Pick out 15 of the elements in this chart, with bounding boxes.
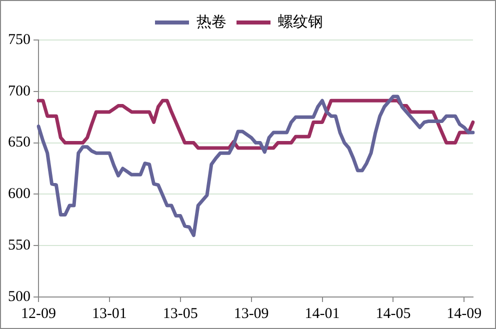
y-tick-label: 700 <box>8 83 30 100</box>
x-tick-label: 14-09 <box>446 306 482 322</box>
y-tick-label: 750 <box>8 32 30 48</box>
y-tick-label: 600 <box>8 186 30 202</box>
y-tick-label: 650 <box>8 134 30 151</box>
x-tick-label: 13-09 <box>234 306 269 322</box>
legend-label: 热卷 <box>196 12 226 30</box>
y-tick-label: 500 <box>8 288 30 305</box>
x-tick-label: 14-01 <box>304 306 340 322</box>
x-tick-label: 13-01 <box>92 306 127 322</box>
x-tick-label: 13-05 <box>162 306 198 322</box>
y-tick-label: 550 <box>8 238 30 254</box>
x-tick-label: 14-05 <box>376 306 411 322</box>
legend-label: 螺纹钢 <box>278 12 323 30</box>
x-tick-label: 12-09 <box>21 306 56 322</box>
